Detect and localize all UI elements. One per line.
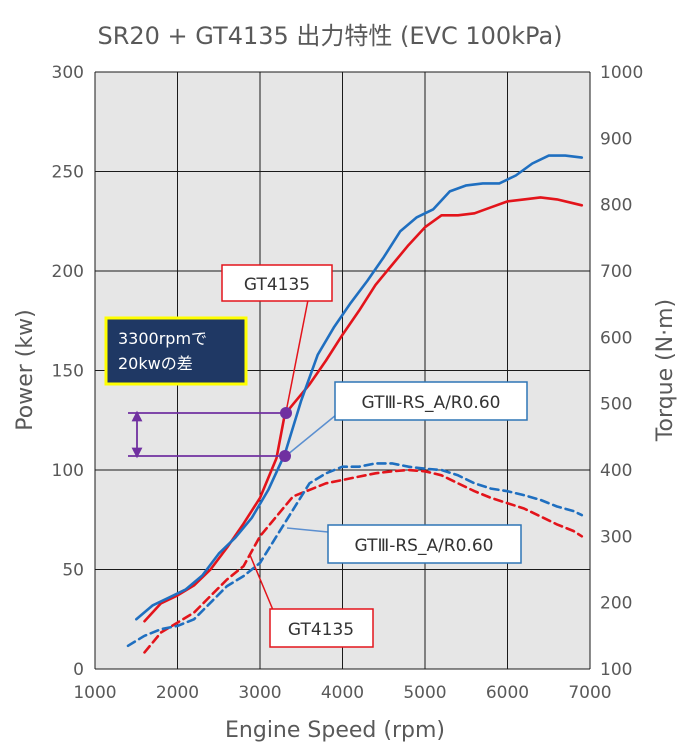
difference-indicator xyxy=(128,407,292,462)
label-box-gt3rs-power: GTⅢ-RS_A/R0.60 xyxy=(334,381,528,421)
series-layer xyxy=(126,154,584,654)
x-tick-label: 5000 xyxy=(403,683,446,703)
y-left-tick-label: 300 xyxy=(52,63,84,83)
marker-gt3rs-3300 xyxy=(279,450,291,462)
label-gt3rs-power: GTⅢ-RS_A/R0.60 xyxy=(362,393,501,413)
y-axis-left-ticks: 0 50 100 150 200 250 300 xyxy=(52,63,84,680)
y-right-tick-label: 900 xyxy=(600,129,632,149)
x-axis-ticks: 1000 2000 3000 4000 5000 6000 7000 xyxy=(73,683,611,703)
y-right-tick-label: 200 xyxy=(600,594,632,614)
y-right-tick-label: 300 xyxy=(600,527,632,547)
y-right-tick-label: 100 xyxy=(600,660,632,680)
x-tick-label: 2000 xyxy=(156,683,199,703)
series-line-torque-gt4135 xyxy=(143,468,584,654)
x-tick-label: 1000 xyxy=(73,683,116,703)
y-left-tick-label: 50 xyxy=(62,561,84,581)
y-axis-right-ticks: 100 200 300 400 500 600 700 800 900 1000 xyxy=(600,63,643,680)
series-line-torque-gt3rs xyxy=(126,462,584,648)
y-right-tick-label: 500 xyxy=(600,395,632,415)
label-box-gt4135-power: GT4135 xyxy=(221,264,333,302)
y-right-tick-label: 400 xyxy=(600,461,632,481)
y-axis-left-label: Power (kw) xyxy=(13,309,38,430)
y-left-tick-label: 250 xyxy=(52,163,84,183)
difference-callout: 3300rpmで 20kwの差 xyxy=(104,316,248,386)
y-left-tick-label: 150 xyxy=(52,362,84,382)
chart-title: SR20 + GT4135 出力特性 (EVC 100kPa) xyxy=(97,22,562,50)
callout-line-gt4135-torque xyxy=(249,554,274,611)
label-box-gt4135-torque: GT4135 xyxy=(269,608,374,648)
callout-lines xyxy=(249,299,337,611)
x-tick-label: 4000 xyxy=(321,683,364,703)
label-gt3rs-torque: GTⅢ-RS_A/R0.60 xyxy=(355,536,494,556)
y-right-tick-label: 600 xyxy=(600,328,632,348)
y-left-tick-label: 0 xyxy=(73,660,84,680)
label-gt4135-power: GT4135 xyxy=(244,275,310,295)
x-tick-label: 3000 xyxy=(238,683,281,703)
grid xyxy=(94,71,591,670)
x-axis-label: Engine Speed (rpm) xyxy=(225,718,445,743)
difference-callout-line1: 3300rpmで xyxy=(118,329,207,348)
y-right-tick-label: 700 xyxy=(600,262,632,282)
callout-line-gt3rs-power xyxy=(286,414,337,456)
callout-line-gt3rs-torque xyxy=(286,527,329,533)
marker-gt4135-3300 xyxy=(280,407,292,419)
y-right-tick-label: 800 xyxy=(600,196,632,216)
series-line-power-gt3rs xyxy=(135,154,584,621)
label-box-gt3rs-torque: GTⅢ-RS_A/R0.60 xyxy=(327,524,522,564)
x-tick-label: 6000 xyxy=(486,683,529,703)
callout-line-gt4135-power xyxy=(285,299,309,413)
y-axis-right-label: Torque (N·m) xyxy=(653,299,678,442)
y-right-tick-label: 1000 xyxy=(600,63,643,83)
y-left-tick-label: 200 xyxy=(52,262,84,282)
x-tick-label: 7000 xyxy=(568,683,611,703)
label-gt4135-torque: GT4135 xyxy=(288,620,354,640)
difference-callout-line2: 20kwの差 xyxy=(118,354,193,373)
y-left-tick-label: 100 xyxy=(52,461,84,481)
series-line-power-gt4135 xyxy=(143,196,584,623)
